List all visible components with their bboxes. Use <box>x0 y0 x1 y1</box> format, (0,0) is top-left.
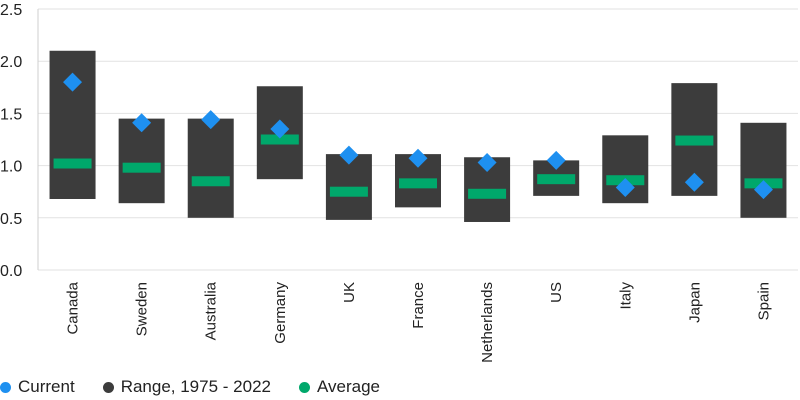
legend-marker-current <box>0 381 11 393</box>
current-markers <box>63 72 773 200</box>
average-marker-uk <box>329 186 368 197</box>
x-tick-label: Italy <box>617 282 634 310</box>
current-marker-germany <box>270 119 290 139</box>
y-tick-label: 1.0 <box>0 159 22 176</box>
current-marker-uk <box>339 145 359 165</box>
average-marker-germany <box>260 134 299 145</box>
x-tick-label: UK <box>341 282 358 303</box>
y-axis-ticks: 0.0 0.5 1.0 1.5 2.0 2.5 <box>0 2 22 280</box>
x-axis-labels: Canada Sweden Australia Germany UK France Neth… <box>65 281 773 363</box>
current-marker-italy <box>615 178 635 198</box>
average-marker-france <box>399 178 437 189</box>
current-marker-japan <box>684 172 704 192</box>
x-tick-label: France <box>410 282 427 329</box>
current-marker-us <box>546 150 566 170</box>
x-tick-label: Japan <box>686 282 703 323</box>
x-tick-label: Germany <box>272 282 289 344</box>
legend-item-range: Range, 1975 - 2022 <box>102 377 271 397</box>
range-chart: 0.0 0.5 1.0 1.5 2.0 2.5 Canada Sweden Australia… <box>0 2 798 363</box>
current-marker-france <box>408 148 428 168</box>
current-marker-sweden <box>132 113 152 133</box>
y-tick-label: 1.5 <box>0 106 22 123</box>
x-tick-label: Netherlands <box>479 282 496 363</box>
legend: Current Range, 1975 - 2022 Average <box>0 377 408 397</box>
average-marker-netherlands <box>468 188 507 199</box>
average-marker-japan <box>675 135 714 146</box>
legend-marker-range <box>102 381 114 393</box>
y-tick-label: 2.0 <box>0 54 22 71</box>
average-marker-australia <box>191 176 230 187</box>
range-bar-spain <box>740 122 787 218</box>
current-marker-spain <box>753 180 773 200</box>
legend-marker-average <box>298 381 310 393</box>
current-marker-canada <box>63 72 83 92</box>
average-marker-canada <box>53 158 92 169</box>
x-tick-label: Spain <box>755 282 772 320</box>
current-marker-netherlands <box>477 152 497 172</box>
y-tick-label: 0.0 <box>0 263 22 280</box>
y-tick-label: 0.5 <box>0 211 22 228</box>
x-tick-label: US <box>548 282 565 303</box>
average-marker-sweden <box>122 162 161 173</box>
legend-label-average: Average <box>316 377 380 396</box>
range-bar-sweden <box>118 118 165 204</box>
legend-label-range: Range, 1975 - 2022 <box>120 377 271 396</box>
average-marker-us <box>537 174 576 185</box>
y-tick-label: 2.5 <box>0 2 22 19</box>
x-tick-label: Sweden <box>134 282 151 336</box>
range-bar-australia <box>187 118 234 218</box>
legend-item-current: Current <box>0 377 75 397</box>
current-marker-australia <box>201 110 221 130</box>
legend-item-average: Average <box>298 377 380 397</box>
x-tick-label: Australia <box>203 281 220 340</box>
legend-label-current: Current <box>18 377 75 396</box>
x-tick-label: Canada <box>65 281 82 334</box>
